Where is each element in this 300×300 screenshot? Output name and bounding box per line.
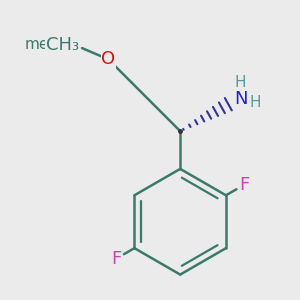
Text: F: F [239, 176, 249, 194]
Text: N: N [234, 90, 247, 108]
Text: H: H [250, 95, 261, 110]
Text: O: O [101, 50, 116, 68]
Text: CH₃: CH₃ [46, 36, 79, 54]
Text: H: H [234, 75, 246, 90]
Text: F: F [111, 250, 121, 268]
Text: methyl: methyl [25, 37, 78, 52]
